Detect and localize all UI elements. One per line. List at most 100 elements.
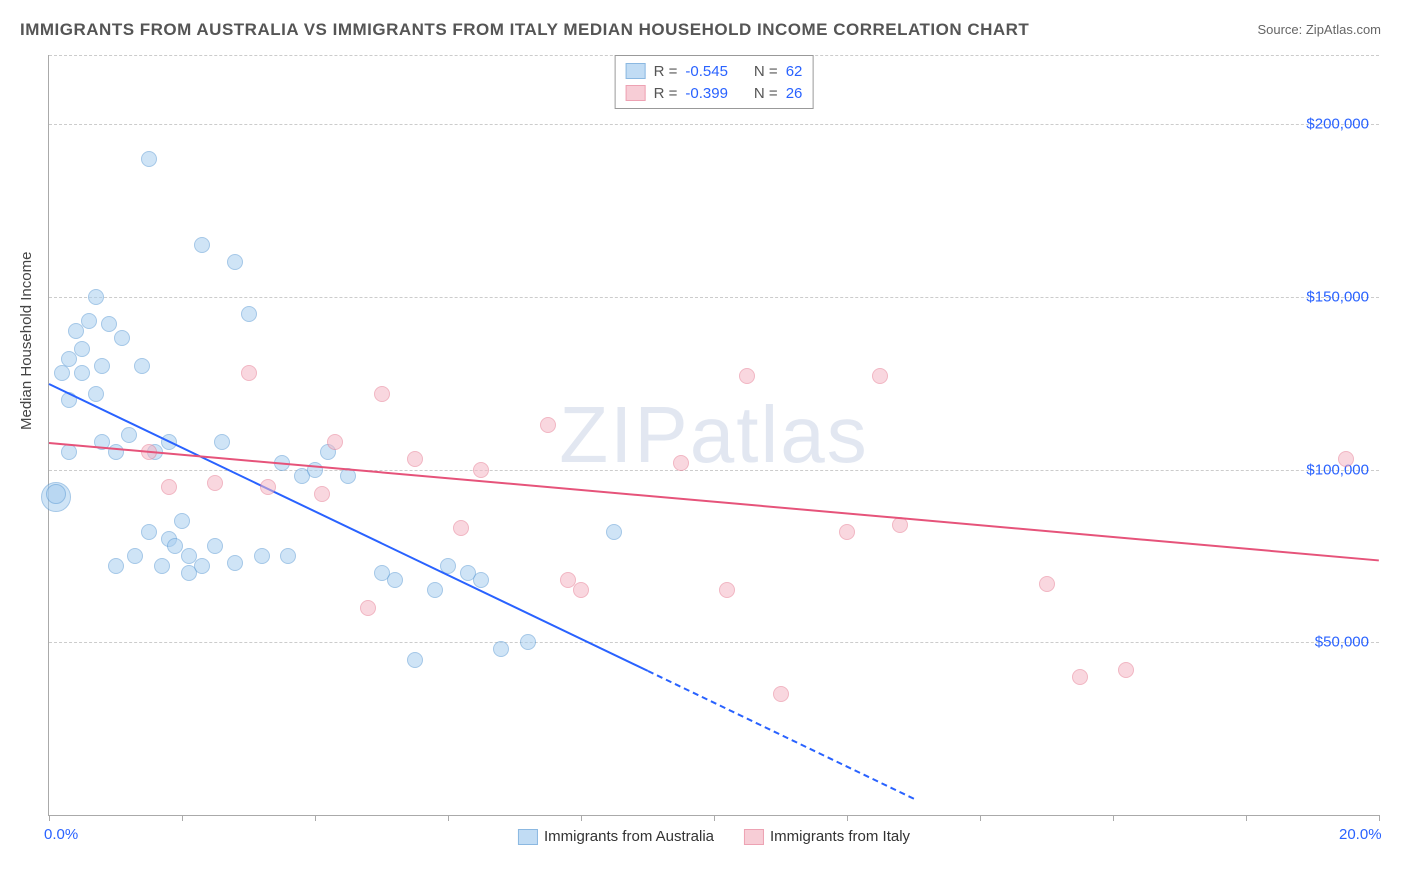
- data-point: [673, 455, 689, 471]
- data-point: [88, 289, 104, 305]
- data-point: [520, 634, 536, 650]
- x-tick-label: 0.0%: [44, 826, 78, 843]
- legend-swatch: [626, 63, 646, 79]
- legend-r-value: -0.399: [685, 85, 728, 102]
- data-point: [407, 652, 423, 668]
- legend-r-label: R =: [654, 63, 678, 80]
- legend-r-value: -0.545: [685, 63, 728, 80]
- data-point: [307, 462, 323, 478]
- data-point: [773, 686, 789, 702]
- y-tick-label: $150,000: [1306, 288, 1369, 305]
- data-point: [573, 582, 589, 598]
- legend-r-label: R =: [654, 85, 678, 102]
- data-point: [108, 558, 124, 574]
- legend-row: R = -0.399 N = 26: [626, 82, 803, 104]
- gridline: [49, 297, 1379, 298]
- data-point: [61, 444, 77, 460]
- data-point: [154, 558, 170, 574]
- legend-item: Immigrants from Italy: [744, 828, 910, 845]
- data-point: [327, 434, 343, 450]
- trend-line: [49, 442, 1379, 561]
- data-point: [194, 237, 210, 253]
- legend-item: Immigrants from Australia: [518, 828, 714, 845]
- data-point: [121, 427, 137, 443]
- gridline: [49, 124, 1379, 125]
- data-point: [101, 316, 117, 332]
- data-point: [606, 524, 622, 540]
- data-point: [161, 479, 177, 495]
- x-tick-mark: [182, 815, 183, 821]
- data-point: [46, 484, 66, 504]
- y-axis-label: Median Household Income: [18, 252, 35, 430]
- gridline: [49, 470, 1379, 471]
- legend-n-value: 26: [786, 85, 803, 102]
- data-point: [241, 306, 257, 322]
- data-point: [227, 254, 243, 270]
- data-point: [1338, 451, 1354, 467]
- y-tick-label: $50,000: [1315, 634, 1369, 651]
- legend-series-name: Immigrants from Italy: [770, 828, 910, 845]
- data-point: [473, 462, 489, 478]
- series-legend: Immigrants from Australia Immigrants from…: [518, 828, 910, 845]
- x-tick-mark: [1379, 815, 1380, 821]
- legend-swatch: [626, 85, 646, 101]
- data-point: [74, 365, 90, 381]
- data-point: [314, 486, 330, 502]
- correlation-legend: R = -0.545 N = 62 R = -0.399 N = 26: [615, 55, 814, 109]
- gridline: [49, 642, 1379, 643]
- x-tick-mark: [1113, 815, 1114, 821]
- x-tick-mark: [847, 815, 848, 821]
- data-point: [427, 582, 443, 598]
- data-point: [407, 451, 423, 467]
- data-point: [1039, 576, 1055, 592]
- data-point: [493, 641, 509, 657]
- trend-line: [49, 383, 648, 672]
- data-point: [453, 520, 469, 536]
- watermark-light: atlas: [690, 390, 869, 479]
- watermark-bold: ZIP: [559, 390, 689, 479]
- data-point: [54, 365, 70, 381]
- x-tick-mark: [581, 815, 582, 821]
- data-point: [94, 358, 110, 374]
- data-point: [141, 524, 157, 540]
- watermark: ZIPatlas: [559, 389, 868, 481]
- data-point: [374, 386, 390, 402]
- data-point: [88, 386, 104, 402]
- legend-n-label: N =: [754, 63, 778, 80]
- data-point: [241, 365, 257, 381]
- data-point: [839, 524, 855, 540]
- y-tick-label: $100,000: [1306, 461, 1369, 478]
- legend-n-label: N =: [754, 85, 778, 102]
- data-point: [74, 341, 90, 357]
- data-point: [1072, 669, 1088, 685]
- x-tick-mark: [980, 815, 981, 821]
- data-point: [174, 513, 190, 529]
- legend-swatch: [744, 829, 764, 845]
- legend-n-value: 62: [786, 63, 803, 80]
- data-point: [134, 358, 150, 374]
- legend-row: R = -0.545 N = 62: [626, 60, 803, 82]
- x-tick-mark: [1246, 815, 1247, 821]
- data-point: [360, 600, 376, 616]
- source-label: Source: ZipAtlas.com: [1257, 22, 1381, 37]
- y-tick-label: $200,000: [1306, 116, 1369, 133]
- data-point: [280, 548, 296, 564]
- x-tick-mark: [49, 815, 50, 821]
- data-point: [473, 572, 489, 588]
- data-point: [194, 558, 210, 574]
- data-point: [114, 330, 130, 346]
- data-point: [719, 582, 735, 598]
- data-point: [214, 434, 230, 450]
- data-point: [207, 538, 223, 554]
- data-point: [68, 323, 84, 339]
- x-tick-mark: [714, 815, 715, 821]
- chart-title: IMMIGRANTS FROM AUSTRALIA VS IMMIGRANTS …: [20, 20, 1029, 40]
- data-point: [127, 548, 143, 564]
- data-point: [1118, 662, 1134, 678]
- data-point: [540, 417, 556, 433]
- data-point: [739, 368, 755, 384]
- x-tick-mark: [315, 815, 316, 821]
- data-point: [141, 151, 157, 167]
- data-point: [254, 548, 270, 564]
- x-tick-mark: [448, 815, 449, 821]
